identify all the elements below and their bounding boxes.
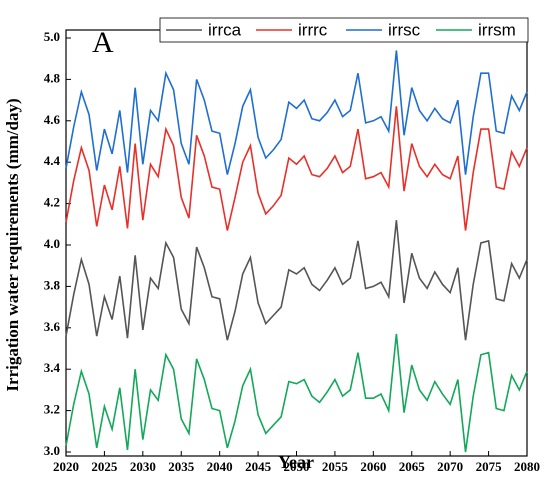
legend-label: irrrc <box>298 20 328 39</box>
x-tick-label: 2040 <box>207 459 233 474</box>
x-tick-label: 2070 <box>437 459 463 474</box>
panel-label: A <box>92 26 114 59</box>
legend-label: irrca <box>208 20 242 39</box>
series-line <box>65 106 528 231</box>
x-tick-label: 2060 <box>360 459 386 474</box>
x-tick-label: 2080 <box>514 459 540 474</box>
x-tick-label: 2050 <box>284 459 310 474</box>
x-tick-label: 2075 <box>476 459 503 474</box>
y-tick-label: 4.0 <box>44 236 60 251</box>
x-axis-label: Year <box>278 452 314 472</box>
x-tick-label: 2025 <box>91 459 118 474</box>
y-tick-label: 3.0 <box>44 443 60 458</box>
y-tick-label: 3.6 <box>44 319 61 334</box>
x-tick-label: 2065 <box>399 459 426 474</box>
legend-label: irrsm <box>478 20 516 39</box>
y-tick-label: 5.0 <box>44 29 60 44</box>
y-tick-label: 3.2 <box>44 402 60 417</box>
x-tick-label: 2030 <box>130 459 156 474</box>
y-tick-label: 4.6 <box>44 112 61 127</box>
y-tick-label: 4.8 <box>44 70 61 85</box>
y-tick-label: 4.4 <box>44 153 61 168</box>
x-tick-label: 2055 <box>322 459 349 474</box>
series-line <box>65 50 528 175</box>
y-tick-label: 3.4 <box>44 360 61 375</box>
y-tick-label: 4.2 <box>44 195 60 210</box>
x-tick-label: 2045 <box>245 459 272 474</box>
series-line <box>65 220 528 341</box>
x-tick-label: 2035 <box>168 459 195 474</box>
series-line <box>65 333 528 453</box>
legend-label: irrsc <box>388 20 421 39</box>
x-tick-label: 2020 <box>53 459 79 474</box>
y-axis-label: Irrigation water requirements (mm/day) <box>3 98 22 391</box>
y-tick-label: 3.8 <box>44 277 61 292</box>
